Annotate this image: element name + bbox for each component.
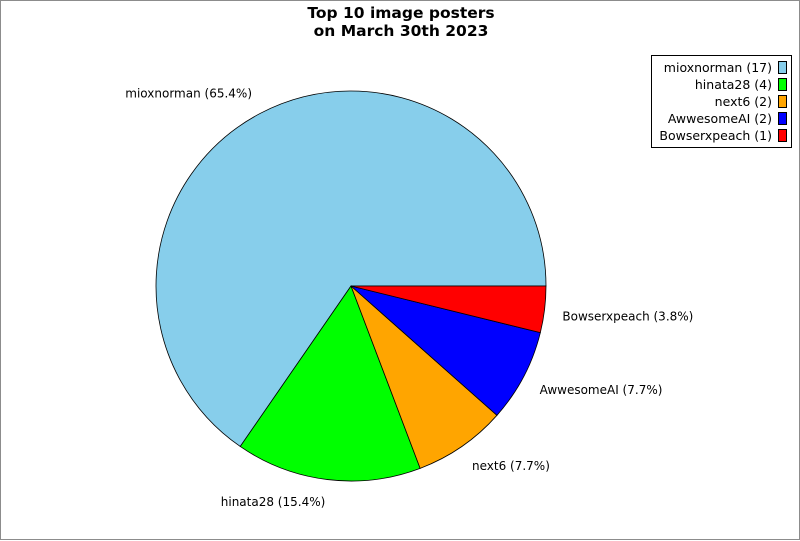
pie-slice-bowserxpeach xyxy=(350,285,547,334)
chart-title-line-1: Top 10 image posters xyxy=(307,4,495,22)
slice-label-hinata28: hinata28 (15.4%) xyxy=(221,495,326,509)
legend-swatch xyxy=(778,61,787,74)
legend-item-awwesomeai: AwwesomeAI (2) xyxy=(659,110,787,127)
chart-title: Top 10 image posters on March 30th 2023 xyxy=(1,4,800,40)
legend-swatch xyxy=(778,129,787,142)
legend-label: hinata28 (4) xyxy=(694,77,772,92)
slice-label-next6: next6 (7.7%) xyxy=(472,459,550,473)
legend-swatch xyxy=(778,112,787,125)
legend: mioxnorman (17) hinata28 (4) next6 (2) Awwe… xyxy=(651,55,792,148)
legend-swatch xyxy=(778,78,787,91)
chart-title-line-2: on March 30th 2023 xyxy=(313,22,489,40)
pie-slice-next6 xyxy=(350,285,498,469)
legend-item-bowserxpeach: Bowserxpeach (1) xyxy=(659,127,787,144)
legend-label: mioxnorman (17) xyxy=(663,60,772,75)
legend-item-hinata28: hinata28 (4) xyxy=(659,76,787,93)
legend-label: Bowserxpeach (1) xyxy=(659,128,772,143)
legend-item-mioxnorman: mioxnorman (17) xyxy=(659,59,787,76)
legend-swatch xyxy=(778,95,787,108)
pie-slice-hinata28 xyxy=(239,285,421,482)
slice-label-mioxnorman: mioxnorman (65.4%) xyxy=(125,86,252,100)
pie-slice-awwesomeai xyxy=(350,285,541,416)
legend-label: AwwesomeAI (2) xyxy=(667,111,772,126)
legend-label: next6 (2) xyxy=(714,94,772,109)
legend-item-next6: next6 (2) xyxy=(659,93,787,110)
pie-slice-mioxnorman xyxy=(155,90,547,448)
slice-label-bowserxpeach: Bowserxpeach (3.8%) xyxy=(562,309,693,323)
slice-label-awwesomeai: AwwesomeAI (7.7%) xyxy=(540,383,663,397)
